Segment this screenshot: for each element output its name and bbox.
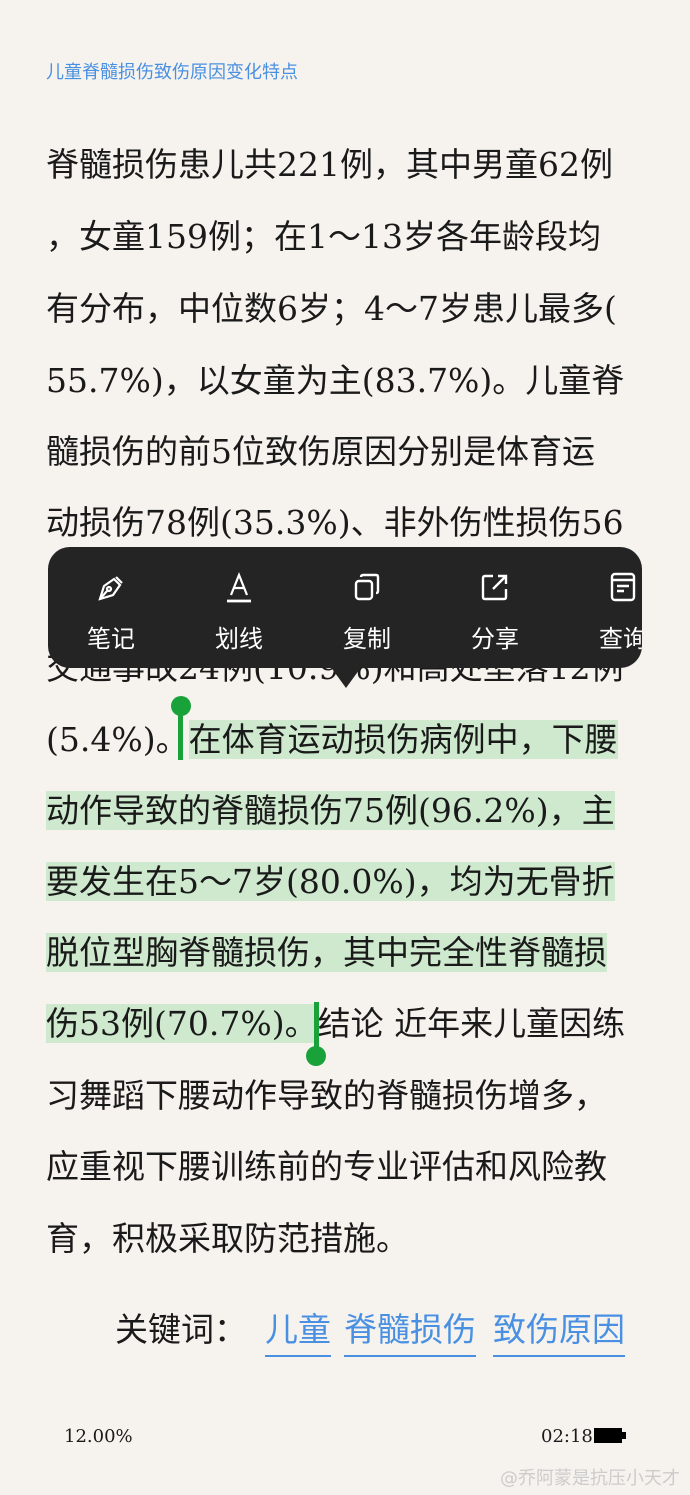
selected-text[interactable]: 动作导致的脊髓损伤75例(96.2%)，主: [46, 791, 615, 830]
keyword-link[interactable]: 脊髓损伤: [344, 1305, 476, 1357]
text-line[interactable]: (5.4%)。在体育运动损伤病例中，下腰: [46, 715, 618, 765]
text-line[interactable]: 脊髓损伤患儿共221例，其中男童62例: [46, 145, 613, 184]
copy-icon: [354, 573, 380, 601]
text-line[interactable]: 育，积极采取防范措施。: [46, 1219, 409, 1258]
keywords-label: 关键词：: [115, 1310, 247, 1349]
text-line[interactable]: ，女童159例；在1～13岁各年龄段均: [46, 217, 601, 256]
text-line[interactable]: 应重视下腰训练前的专业评估和风险教: [46, 1147, 607, 1186]
keyword-link[interactable]: 致伤原因: [493, 1305, 625, 1357]
selected-text[interactable]: 要发生在5～7岁(80.0%)，均为无骨折: [46, 862, 615, 901]
note-button[interactable]: 笔记: [56, 547, 166, 668]
text-line[interactable]: 有分布，中位数6岁；4～7岁患儿最多(: [46, 289, 617, 328]
selection-end-handle[interactable]: [306, 1046, 326, 1066]
lookup-button[interactable]: 查询: [568, 547, 642, 668]
dictionary-icon: [610, 572, 636, 602]
share-button[interactable]: 分享: [440, 547, 550, 668]
reading-progress: 12.00%: [64, 1426, 133, 1447]
battery-tip: [622, 1432, 626, 1439]
text-segment: (5.4%)。: [46, 720, 189, 759]
selection-end-bar[interactable]: [314, 1002, 319, 1054]
copy-button[interactable]: 复制: [312, 547, 422, 668]
chapter-title: 儿童脊髓损伤致伤原因变化特点: [46, 62, 298, 83]
text-line[interactable]: 55.7%)，以女童为主(83.7%)。儿童脊: [46, 361, 625, 400]
underline-button[interactable]: 划线: [184, 547, 294, 668]
clock: 02:18: [541, 1426, 593, 1447]
selection-start-bar[interactable]: [178, 706, 183, 760]
battery-icon: [594, 1428, 622, 1443]
watermark: @乔阿蒙是抗压小天才: [500, 1468, 680, 1489]
pen-icon: [98, 576, 123, 601]
text-segment: 结论 近年来儿童因练: [317, 1004, 626, 1043]
text-line[interactable]: 习舞蹈下腰动作导致的脊髓损伤增多，: [46, 1076, 607, 1115]
popup-pointer: [330, 666, 362, 688]
text-line[interactable]: 动损伤78例(35.3%)、非外伤性损伤56: [46, 503, 624, 542]
selected-text[interactable]: 脱位型胸脊髓损伤，其中完全性脊髓损: [46, 933, 607, 972]
selection-action-menu: 笔记 划线 复制 分享 查询: [48, 547, 642, 668]
share-icon: [481, 574, 508, 601]
underline-icon: [227, 572, 251, 603]
text-line[interactable]: 髓损伤的前5位致伤原因分别是体育运: [46, 432, 595, 471]
keyword-link[interactable]: 儿童: [265, 1305, 331, 1357]
text-line[interactable]: 伤53例(70.7%)。结论 近年来儿童因练: [46, 999, 625, 1049]
selected-text[interactable]: 伤53例(70.7%)。: [46, 1004, 318, 1043]
selected-text[interactable]: 在体育运动损伤病例中，下腰: [188, 720, 618, 759]
